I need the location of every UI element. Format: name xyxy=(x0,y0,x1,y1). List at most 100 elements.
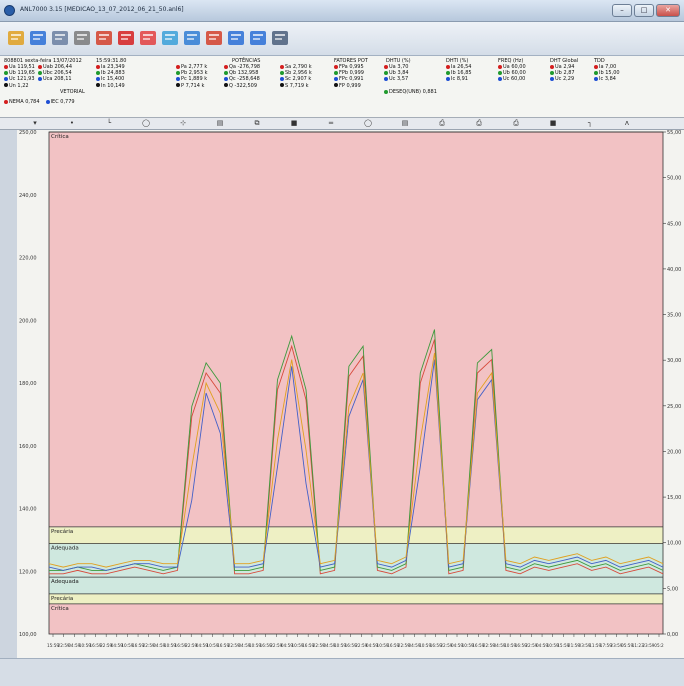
energy-icon[interactable] xyxy=(182,28,202,48)
readout-label: Qb xyxy=(229,70,238,77)
readout-value: 2,953 k xyxy=(188,70,208,77)
x-tick-label: 04:59 xyxy=(111,643,123,648)
limit-band xyxy=(49,543,663,578)
bar-chart-icon[interactable] xyxy=(94,28,114,48)
x-tick-label: 22:59 xyxy=(398,643,410,648)
series-line xyxy=(49,329,664,571)
x-tick-label: 10:59 xyxy=(291,643,303,648)
save-icon[interactable] xyxy=(270,28,290,48)
phase-dot xyxy=(45,99,50,104)
current-row: Ia 23,349 xyxy=(96,64,125,70)
y-right-tick-label: 40,00 xyxy=(667,267,681,273)
fatores-header: FATORES POT xyxy=(334,58,368,64)
readout-label: Q xyxy=(229,82,235,89)
cursor-tool-button[interactable]: ʌ xyxy=(624,119,630,127)
phase-dot xyxy=(594,64,598,69)
cursor-tool-button[interactable]: ⎙ xyxy=(476,119,482,127)
readout-panel: 808801 sexta-feira 13/07/2012 15:59:31.8… xyxy=(0,56,684,118)
image-icon[interactable] xyxy=(160,28,180,48)
band-label: Precária xyxy=(51,595,73,602)
phase-dot xyxy=(280,76,284,81)
circle-icon[interactable] xyxy=(248,28,268,48)
x-tick-label: 22:59 xyxy=(58,643,70,648)
phasor-icon[interactable] xyxy=(116,28,136,48)
readout-label: Pb xyxy=(181,70,189,77)
readout-label: Ia xyxy=(101,64,108,70)
readout-label: Uab xyxy=(43,64,55,70)
readout-value: 15,400 xyxy=(106,76,125,83)
report-icon[interactable] xyxy=(138,28,158,48)
readout-label: Sc xyxy=(285,76,293,83)
readout-value: 119,65 xyxy=(17,70,35,77)
table-icon[interactable] xyxy=(72,28,92,48)
cursor-tool-button[interactable]: ═ xyxy=(328,119,334,127)
readout-label: Ua xyxy=(389,64,398,70)
x-tick-label: 05:59 xyxy=(621,643,633,648)
line-voltage-row: Uab 206,44 xyxy=(38,64,72,70)
x-tick-label: 21:59 xyxy=(568,643,580,648)
y-tick-label: 200,00 xyxy=(19,318,37,324)
minimize-button[interactable]: – xyxy=(612,4,632,17)
readout-label: Qa xyxy=(229,64,238,70)
readout-value: 121,93 xyxy=(17,76,35,83)
close-button[interactable]: ✕ xyxy=(656,4,680,17)
tdd-row: Ib 15,00 xyxy=(594,70,620,76)
cursor-tool-button[interactable]: ▾ xyxy=(33,119,37,127)
cursor-tool-button[interactable]: ■ xyxy=(549,119,557,127)
active-power-row: Pa 2,777 k xyxy=(176,64,208,70)
cursor-tool-button[interactable]: ◯ xyxy=(364,119,372,127)
phase-dot xyxy=(446,64,450,69)
cursor-toolbar: ▾ • └ ◯ ⊹ ▤ ⧉ ■ ═ ◯ ▤ ⎙ ⎙ ⎙ ■ ┐ ʌ xyxy=(0,118,684,130)
cursor-tool-button[interactable]: • xyxy=(69,119,75,127)
phase-dot xyxy=(334,70,338,75)
cursor-tool-button[interactable]: ■ xyxy=(290,119,298,127)
x-tick-label: 04:59 xyxy=(451,643,463,648)
cursor-tool-button[interactable]: └ xyxy=(106,119,112,127)
line-voltage-group: Uab 206,44 Ubc 206,54 Uca 208,11 xyxy=(38,64,72,83)
power-factor-row: FPc 0,991 xyxy=(334,76,364,82)
cursor-tool-button[interactable]: ⎙ xyxy=(513,119,519,127)
apparent-power-row: Sa 2,790 k xyxy=(280,64,312,70)
series-line xyxy=(48,359,664,571)
harmonics-icon[interactable] xyxy=(204,28,224,48)
readout-value: 0,999 xyxy=(349,70,364,77)
phase-dot xyxy=(96,64,100,69)
readout-label: Ub xyxy=(389,70,398,77)
y-right-tick-label: 45,00 xyxy=(667,221,681,227)
limit-band xyxy=(49,526,663,544)
unbalance-readout: IEC 0,779 xyxy=(45,99,75,105)
line-chart-icon[interactable] xyxy=(28,28,48,48)
readout-value: 206,54 xyxy=(54,70,72,77)
readout-label: Uc xyxy=(503,76,511,83)
readout-value: 7,00 xyxy=(605,64,617,70)
x-tick-label: 10:59 xyxy=(547,643,559,648)
cursor-tool-button[interactable]: ▤ xyxy=(401,119,409,127)
phase-dot xyxy=(550,76,554,81)
wave-icon[interactable] xyxy=(226,28,246,48)
x-tick-label: 10:59 xyxy=(419,643,431,648)
cursor-tool-button[interactable]: ⎙ xyxy=(439,119,445,127)
list-icon[interactable] xyxy=(50,28,70,48)
reactive-power-row: Qb 132,958 xyxy=(224,70,260,76)
tdd-group: Ia 7,00 Ib 15,00 Ic 3,84 xyxy=(594,64,620,83)
dht-global-group: Ua 2,94 Ub 2,87 Uc 2,29 xyxy=(550,64,575,83)
phase-dot xyxy=(96,70,100,75)
cursor-tool-button[interactable]: ▤ xyxy=(216,119,224,127)
x-tick-label: 10:59 xyxy=(377,643,389,648)
dht-global-header: DHT Global xyxy=(550,58,579,64)
cursor-tool-button[interactable]: ┐ xyxy=(587,119,593,127)
cursor-tool-button[interactable]: ⊹ xyxy=(180,119,186,127)
power-factor-row: FP 0,999 xyxy=(334,83,364,89)
maximize-button[interactable]: □ xyxy=(634,4,654,17)
x-tick-label: 22:59 xyxy=(185,643,197,648)
cursor-tool-button[interactable]: ◯ xyxy=(142,119,150,127)
phase-dot xyxy=(224,83,228,88)
readout-label: Uc xyxy=(555,76,563,83)
open-icon[interactable] xyxy=(6,28,26,48)
cursor-tool-button[interactable]: ⧉ xyxy=(254,119,260,127)
readout-value: 10,149 xyxy=(107,82,125,89)
deseq-readout: DESEQ(UNB) 0,881 xyxy=(384,89,437,95)
readout-value: 2,790 k xyxy=(292,64,312,70)
voltage-row: Ua 119,51 xyxy=(4,64,35,70)
